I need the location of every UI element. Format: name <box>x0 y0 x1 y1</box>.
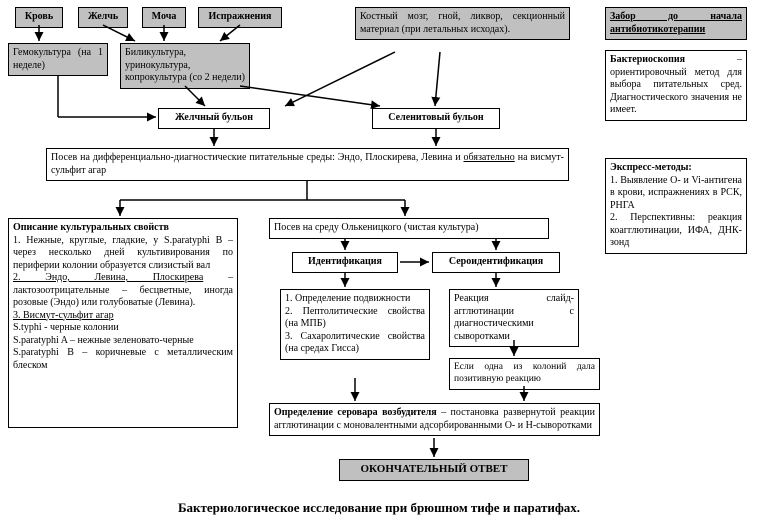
culture-desc-l3b: S.paratyphi A – нежные зеленовато-черные <box>13 335 233 348</box>
sample-feces: Испражнения <box>198 7 282 28</box>
final-answer: ОКОНЧАТЕЛЬНЫЙ ОТВЕТ <box>339 459 529 481</box>
slide-agglutination: Реакция слайд-агглютинации с диагностиче… <box>449 289 579 347</box>
biliculture: Биликультура, уринокультура, копрокульту… <box>120 43 250 89</box>
culture-desc-l3a: S.typhi - черные колонии <box>13 322 233 335</box>
serovar-box: Определение серовара возбудителя – поста… <box>269 403 600 436</box>
culture-desc-l3u: 3. Висмут-сульфит агар <box>13 310 233 323</box>
plating-prefix: Посев на дифференциально-диагностические… <box>51 152 464 163</box>
sample-other: Костный мозг, гной, ликвор, секционный м… <box>355 7 570 40</box>
selenite-broth: Селенитовый бульон <box>372 108 500 129</box>
bacterioscopy-bold: Бактериоскопия <box>610 54 685 65</box>
express-methods-box: Экспресс-методы: 1. Выявление O- и Vi-ан… <box>605 158 747 254</box>
serovar-bold: Определение серовара возбудителя <box>274 407 437 418</box>
express-l1: 1. Выявление O- и Vi-антигена в крови, и… <box>610 175 742 213</box>
sample-bile: Желчь <box>78 7 128 28</box>
culture-desc-l1: 1. Нежные, круглые, гладкие, у S.paratyp… <box>13 235 233 273</box>
culture-description: Описание культуральных свойств 1. Нежные… <box>8 218 238 428</box>
culture-desc-l2: 2. Эндо, Левина, Плоскирева – лактозоотр… <box>13 272 233 310</box>
sample-blood: Кровь <box>15 7 63 28</box>
tests-box: 1. Определение подвижности 2. Пептолитич… <box>280 289 430 360</box>
figure-caption: Бактериологическое исследование при брюш… <box>70 500 688 516</box>
express-l2: 2. Перспективны: реакция коагглютинации,… <box>610 212 742 250</box>
identification-box: Идентификация <box>292 252 398 273</box>
bacterioscopy-box: Бактериоскопия – ориентировочный метод д… <box>605 50 747 121</box>
plating-underlined: обязательно <box>464 152 515 163</box>
sampling-note: Забор до начала антибиотикотерапии <box>605 7 747 40</box>
hemoculture: Гемокультура (на 1 неделе) <box>8 43 108 76</box>
plating-box: Посев на дифференциально-диагностические… <box>46 148 569 181</box>
seroidentification-box: Сероидентификация <box>432 252 560 273</box>
culture-desc-l3c: S.paratyphi B – коричневые с металлическ… <box>13 347 233 372</box>
culture-desc-title: Описание культуральных свойств <box>13 222 233 235</box>
bile-broth: Желчный бульон <box>158 108 270 129</box>
sample-urine: Моча <box>142 7 186 28</box>
positive-reaction: Если одна из колоний дала позитивную реа… <box>449 358 600 390</box>
pure-culture: Посев на среду Олькеницкого (чистая куль… <box>269 218 549 239</box>
express-title: Экспресс-методы: <box>610 162 742 175</box>
